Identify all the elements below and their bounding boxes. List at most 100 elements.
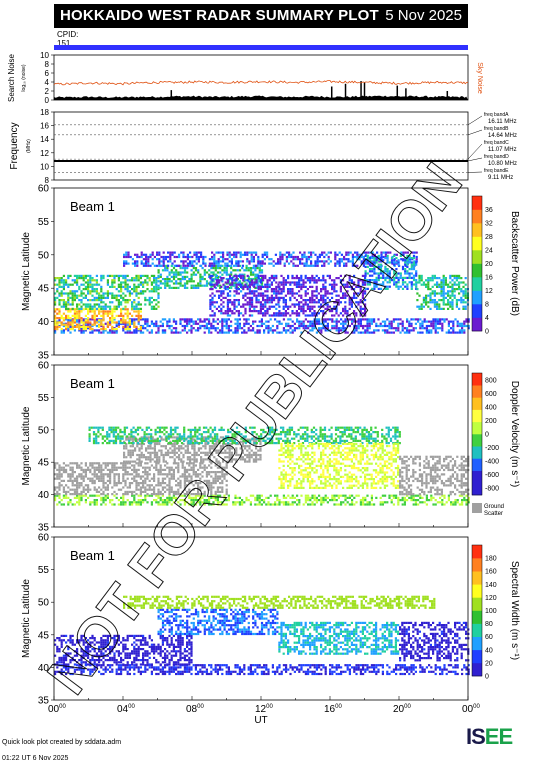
- heatmap-cell: [333, 499, 335, 501]
- heatmap-cell: [232, 332, 234, 334]
- heatmap-cell: [153, 290, 155, 292]
- heatmap-cell: [427, 279, 429, 281]
- heatmap-cell: [184, 267, 186, 269]
- heatmap-cell: [111, 313, 113, 315]
- heatmap-cell: [151, 306, 153, 308]
- heatmap-cell: [437, 323, 439, 325]
- heatmap-cell: [135, 503, 137, 505]
- heatmap-cell: [118, 323, 120, 325]
- heatmap-cell: [89, 332, 91, 334]
- heatmap-cell: [273, 292, 275, 294]
- heatmap-cell: [151, 493, 153, 495]
- heatmap-cell: [261, 269, 263, 271]
- heatmap-cell: [72, 303, 74, 305]
- heatmap-cell: [178, 265, 180, 267]
- heatmap-cell: [98, 471, 100, 473]
- heatmap-cell: [440, 279, 442, 281]
- heatmap-cell: [267, 325, 269, 327]
- heatmap-cell: [290, 254, 292, 256]
- heatmap-cell: [164, 287, 166, 289]
- heatmap-cell: [87, 310, 89, 312]
- heatmap-cell: [158, 265, 160, 267]
- heatmap-cell: [439, 318, 441, 320]
- heatmap-cell: [397, 501, 399, 503]
- heatmap-cell: [204, 263, 206, 265]
- heatmap-cell: [223, 325, 225, 327]
- heatmap-cell: [113, 277, 115, 279]
- heatmap-cell: [83, 489, 85, 491]
- heatmap-cell: [457, 501, 459, 503]
- heatmap-cell: [118, 326, 120, 328]
- heatmap-cell: [67, 284, 69, 286]
- heatmap-cell: [69, 310, 71, 312]
- heatmap-cell: [157, 480, 159, 482]
- heatmap-cell: [177, 282, 179, 284]
- heatmap-cell: [80, 306, 82, 308]
- heatmap-cell: [289, 284, 291, 286]
- heatmap-cell: [191, 256, 193, 258]
- heatmap-cell: [160, 280, 162, 282]
- heatmap-cell: [219, 332, 221, 334]
- heatmap-cell: [131, 308, 133, 310]
- heatmap-cell: [231, 303, 233, 305]
- heatmap-cell: [211, 265, 213, 267]
- heatmap-cell: [353, 497, 355, 499]
- heatmap-cell: [436, 277, 438, 279]
- heatmap-cell: [231, 279, 233, 281]
- heatmap-cell: [292, 263, 294, 265]
- heatmap-cell: [94, 299, 96, 301]
- heatmap-cell: [421, 303, 423, 305]
- heatmap-cell: [264, 263, 266, 265]
- heatmap-cell: [182, 267, 184, 269]
- heatmap-cell: [371, 495, 373, 497]
- heatmap-cell: [242, 254, 244, 256]
- heatmap-cell: [107, 332, 109, 334]
- heatmap-cell: [78, 295, 80, 297]
- heatmap-cell: [283, 301, 285, 303]
- heatmap-cell: [227, 281, 229, 283]
- heatmap-cell: [273, 299, 275, 301]
- heatmap-cell: [158, 450, 160, 452]
- heatmap-cell: [63, 489, 65, 491]
- heatmap-cell: [252, 271, 254, 273]
- heatmap-cell: [102, 277, 104, 279]
- heatmap-cell: [432, 323, 434, 325]
- heatmap-cell: [153, 473, 155, 475]
- colorbar-tick-label: 16: [485, 275, 493, 282]
- heatmap-cell: [144, 473, 146, 475]
- heatmap-cell: [270, 263, 272, 265]
- heatmap-cell: [231, 301, 233, 303]
- heatmap-cell: [402, 323, 404, 325]
- heatmap-cell: [303, 265, 305, 267]
- heatmap-cell: [158, 456, 160, 458]
- heatmap-cell: [259, 265, 261, 267]
- heatmap-cell: [74, 308, 76, 310]
- heatmap-cell: [364, 497, 366, 499]
- heatmap-cell: [443, 295, 445, 297]
- heatmap-cell: [246, 269, 248, 271]
- heatmap-cell: [306, 256, 308, 258]
- heatmap-cell: [210, 323, 212, 325]
- heatmap-cell: [240, 284, 242, 286]
- heatmap-cell: [311, 279, 313, 281]
- freq-band-label: freq bandE: [484, 168, 509, 174]
- heatmap-cell: [63, 324, 65, 326]
- heatmap-cell: [248, 260, 250, 262]
- heatmap-cell: [259, 495, 261, 497]
- heatmap-cell: [158, 269, 160, 271]
- heatmap-cell: [447, 290, 449, 292]
- heatmap-cell: [127, 499, 129, 501]
- heatmap-cell: [184, 329, 186, 331]
- heatmap-cell: [136, 458, 138, 460]
- heatmap-cell: [197, 285, 199, 287]
- heatmap-cell: [152, 258, 154, 260]
- heatmap-cell: [236, 288, 238, 290]
- heatmap-cell: [111, 499, 113, 501]
- heatmap-cell: [278, 332, 280, 334]
- heatmap-cell: [254, 269, 256, 271]
- heatmap-cell: [269, 284, 271, 286]
- heatmap-cell: [239, 318, 241, 320]
- heatmap-cell: [127, 284, 129, 286]
- heatmap-cell: [132, 450, 134, 452]
- heatmap-cell: [454, 297, 456, 299]
